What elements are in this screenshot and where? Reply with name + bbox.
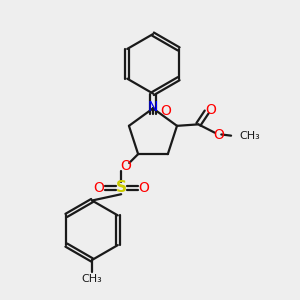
Text: O: O xyxy=(160,104,171,118)
Text: O: O xyxy=(94,181,104,195)
Text: O: O xyxy=(120,159,131,173)
Text: O: O xyxy=(214,128,224,142)
Text: S: S xyxy=(116,180,127,195)
Text: N: N xyxy=(148,100,158,114)
Text: O: O xyxy=(205,103,216,117)
Text: CH₃: CH₃ xyxy=(82,274,102,284)
Text: O: O xyxy=(138,181,149,195)
Text: CH₃: CH₃ xyxy=(239,131,260,141)
